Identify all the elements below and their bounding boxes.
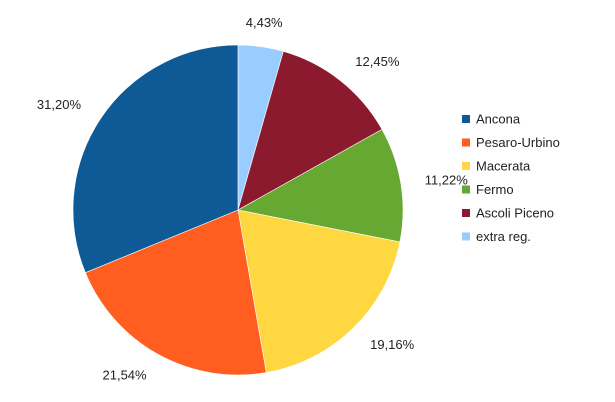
legend-swatch-ancona (462, 115, 470, 123)
pie-labels: 4,43% 12,45% 11,22% 19,16% 21,54% 31,20% (37, 15, 468, 383)
pie-slice-ancona (72, 44, 239, 274)
legend-item-extra-reg: extra reg. (462, 229, 531, 244)
pie-label-pesaro-urbino: 21,54% (103, 368, 148, 383)
legend-item-macerata: Macerata (462, 159, 531, 174)
legend-swatch-macerata (462, 162, 470, 170)
legend-label-macerata: Macerata (476, 159, 531, 174)
pie-slices (72, 44, 404, 376)
legend-item-pesaro-urbino: Pesaro-Urbino (462, 135, 560, 150)
legend-item-fermo: Fermo (462, 182, 514, 197)
legend-swatch-pesaro-urbino (462, 138, 470, 147)
legend-swatch-ascoli-piceno (462, 209, 470, 217)
pie-label-ancona: 31,20% (37, 97, 82, 112)
legend-swatch-fermo (462, 185, 470, 194)
legend-label-ancona: Ancona (476, 112, 521, 127)
pie-slice-macerata (237, 209, 401, 373)
legend-item-ancona: Ancona (462, 112, 521, 127)
pie-label-macerata: 19,16% (370, 337, 415, 352)
pie-label-ascoli-piceno: 12,45% (355, 54, 400, 69)
pie-slice-fermo (237, 129, 404, 243)
legend-item-ascoli-piceno: Ascoli Piceno (462, 206, 554, 221)
pie-label-fermo: 11,22% (425, 172, 469, 187)
legend-label-fermo: Fermo (476, 182, 514, 197)
legend-label-ascoli-piceno: Ascoli Piceno (476, 206, 554, 221)
pie-slice-ascoli-piceno (237, 50, 383, 211)
legend: Ancona Pesaro-Urbino Macerata Fermo Ascoli P… (462, 112, 560, 244)
pie-label-extra-reg: 4,43% (246, 15, 283, 30)
pie-slice-pesaro-urbino (84, 209, 267, 376)
legend-label-pesaro-urbino: Pesaro-Urbino (476, 135, 560, 150)
legend-label-extra-reg: extra reg. (476, 229, 531, 244)
legend-swatch-extra-reg (462, 232, 470, 241)
